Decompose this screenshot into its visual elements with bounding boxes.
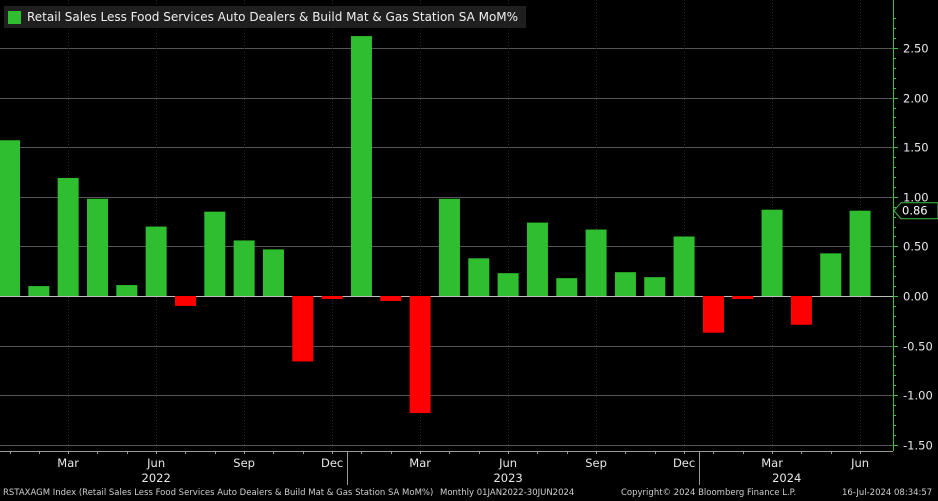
bar [292, 296, 314, 362]
x-year-label: 2023 [493, 471, 522, 485]
bar [644, 277, 666, 296]
x-tick-label: Jun [498, 456, 517, 470]
bar [116, 285, 138, 296]
bar [585, 229, 607, 296]
bar [321, 296, 343, 299]
y-tick-label: -0.50 [903, 340, 933, 354]
bar [262, 249, 284, 296]
footer: RSTAXAGM Index (Retail Sales Less Food S… [0, 486, 938, 501]
footer-ticker: RSTAXAGM Index (Retail Sales Less Food S… [3, 488, 434, 498]
y-tick-label: 2.00 [903, 92, 929, 106]
x-tick-label: Sep [585, 456, 607, 470]
bar [350, 36, 372, 296]
y-tick-label: 1.50 [903, 141, 929, 155]
bar [233, 240, 255, 296]
bar [614, 272, 636, 296]
legend-swatch [8, 10, 21, 24]
bar [820, 253, 842, 296]
y-tick-label: 2.50 [903, 42, 929, 56]
bar [526, 222, 548, 296]
legend: Retail Sales Less Food Services Auto Dea… [4, 6, 527, 28]
bar [702, 296, 724, 333]
footer-timestamp: 16-Jul-2024 08:34:57 [842, 488, 933, 498]
bar [28, 286, 50, 296]
bar [204, 211, 226, 296]
x-tick-label: Mar [57, 456, 79, 470]
bar [409, 296, 431, 414]
bar [497, 273, 519, 296]
x-tick-label: Dec [673, 456, 695, 470]
x-tick-label: Dec [321, 456, 343, 470]
x-year-label: 2024 [772, 471, 801, 485]
last-value-label: 0.86 [902, 204, 928, 218]
y-tick-label: 1.00 [903, 191, 929, 205]
y-tick-label: 0.50 [903, 240, 929, 254]
y-tick-label: -1.50 [903, 439, 933, 453]
x-tick-label: Mar [409, 456, 431, 470]
legend-label: Retail Sales Less Food Services Auto Dea… [27, 10, 519, 24]
bar [86, 198, 108, 296]
y-tick-label: 0.00 [903, 290, 929, 304]
bar [673, 236, 695, 296]
bar [57, 177, 79, 296]
x-year-label: 2022 [142, 471, 171, 485]
bar [790, 296, 812, 325]
axis-labels: -1.50 -1.00 -0.50 0.00 0.50 1.00 1.50 2.00 2.50 M… [57, 42, 932, 486]
footer-copyright: Copyright© 2024 Bloomberg Finance L.P. [621, 488, 797, 498]
axes [0, 0, 938, 485]
x-tick-label: Sep [233, 456, 255, 470]
bar [174, 296, 196, 306]
bar [0, 140, 20, 296]
bar [468, 258, 490, 296]
x-tick-label: Mar [761, 456, 783, 470]
bar [438, 198, 460, 296]
last-value-marker [893, 202, 938, 220]
x-tick-label: Jun [146, 456, 165, 470]
bar [732, 296, 754, 299]
y-tick-label: -1.00 [903, 389, 933, 403]
bar [380, 296, 402, 301]
bar [556, 278, 578, 296]
bar [145, 226, 167, 296]
bar [849, 210, 871, 296]
x-tick-label: Jun [850, 456, 869, 470]
bars [0, 36, 871, 414]
footer-range: Monthly 01JAN2022-30JUN2024 [440, 488, 575, 498]
bar [761, 209, 783, 296]
